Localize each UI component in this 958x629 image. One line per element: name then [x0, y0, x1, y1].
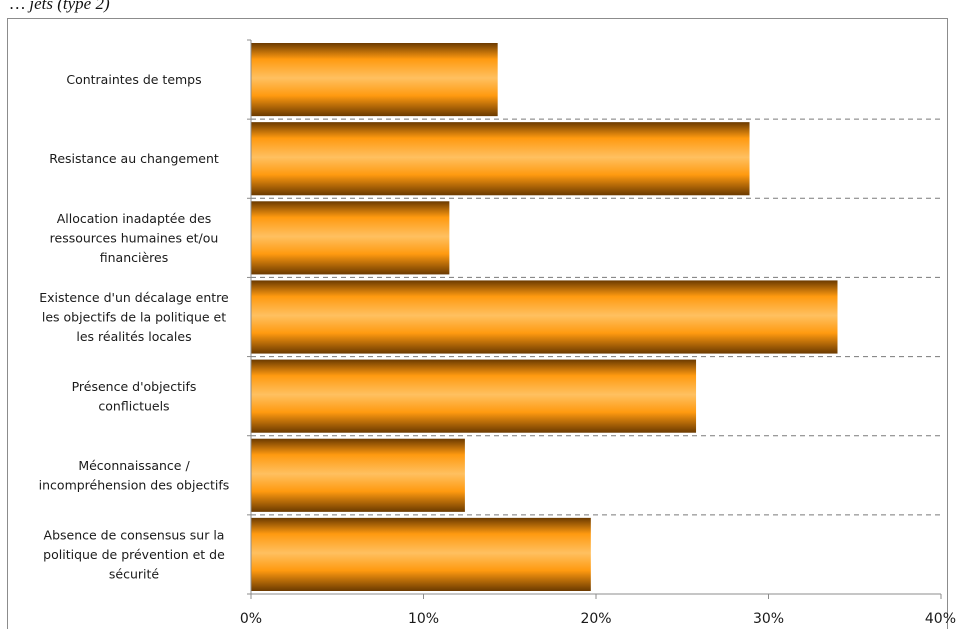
category-label-line: politique de prévention et de: [43, 547, 225, 562]
category-label: Existence d'un décalage entre les objecti…: [39, 290, 229, 344]
x-tick-label: 0%: [240, 611, 262, 627]
bar: [251, 359, 697, 433]
x-tick-label: 10%: [408, 611, 439, 627]
category-label: Présence d'objectifs conflictuels: [72, 379, 197, 414]
bar: [251, 280, 838, 354]
chart-frame: [7, 18, 948, 629]
bar: [251, 201, 450, 275]
category-label-line: les objectifs de la politique et: [42, 310, 226, 325]
category-label: Contraintes de temps: [66, 72, 201, 87]
bars: [251, 43, 838, 591]
x-tick-label: 40%: [925, 611, 956, 627]
category-label-line: financières: [100, 250, 168, 265]
category-labels: Contraintes de temps Resistance au change…: [39, 72, 230, 581]
bar: [251, 517, 591, 591]
tick-labels: 0% 10% 20% 30% 40%: [240, 611, 956, 627]
category-label-line: Resistance au changement: [49, 151, 219, 166]
bar: [251, 43, 498, 117]
category-label-line: sécurité: [109, 566, 160, 581]
category-label-line: Méconnaissance /: [78, 458, 190, 473]
x-tick-label: 20%: [580, 611, 611, 627]
axes: [247, 39, 942, 599]
category-label-line: incompréhension des objectifs: [39, 478, 230, 493]
bar: [251, 438, 465, 512]
category-label: Méconnaissance / incompréhension des obje…: [39, 458, 230, 493]
bar: [251, 122, 750, 196]
category-label-line: Allocation inadaptée des: [57, 211, 212, 226]
category-label-line: Contraintes de temps: [66, 72, 201, 87]
page-caption: … jets (type 2): [10, 0, 110, 13]
grid-lines: [251, 118, 941, 516]
category-label-line: Présence d'objectifs: [72, 379, 197, 394]
category-label-line: conflictuels: [98, 398, 169, 413]
category-label-line: les réalités locales: [76, 329, 191, 344]
category-label-line: ressources humaines et/ou: [50, 230, 219, 245]
x-tick-label: 30%: [753, 611, 784, 627]
category-label-line: Existence d'un décalage entre: [39, 290, 229, 305]
category-label: Resistance au changement: [49, 151, 219, 166]
category-label: Allocation inadaptée des ressources humai…: [50, 211, 219, 265]
category-label: Absence de consensus sur la politique de …: [43, 527, 225, 581]
category-label-line: Absence de consensus sur la: [44, 527, 225, 542]
